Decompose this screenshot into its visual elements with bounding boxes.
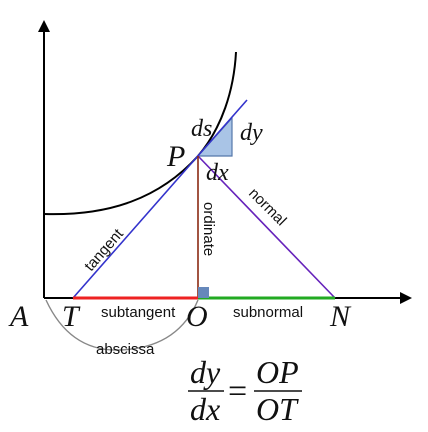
normal-line [197, 155, 336, 299]
label-ds: ds [191, 116, 212, 142]
tangent-line [72, 99, 248, 299]
label-subtangent: subtangent [101, 304, 176, 321]
label-abscissa: abscissa [96, 341, 155, 358]
label-P: P [166, 140, 185, 173]
label-A: A [8, 300, 29, 333]
formula-lhs-denominator: dx [190, 391, 220, 427]
label-tangent: tangent [81, 225, 127, 275]
label-ordinate: ordinate [200, 202, 217, 256]
label-N: N [329, 300, 352, 333]
label-subnormal: subnormal [233, 304, 303, 321]
slope-formula: dy dx = OP OT [188, 354, 302, 427]
formula-lhs-numerator: dy [190, 354, 221, 390]
label-dx: dx [206, 160, 229, 186]
abscissa-arc [45, 299, 199, 351]
label-normal: normal [245, 185, 289, 229]
label-O: O [186, 300, 208, 333]
right-angle-marker [198, 287, 209, 298]
formula-equals: = [228, 373, 247, 410]
label-dy: dy [240, 120, 263, 146]
formula-rhs-numerator: OP [256, 354, 299, 390]
label-T: T [62, 300, 81, 333]
formula-rhs-denominator: OT [256, 391, 299, 427]
